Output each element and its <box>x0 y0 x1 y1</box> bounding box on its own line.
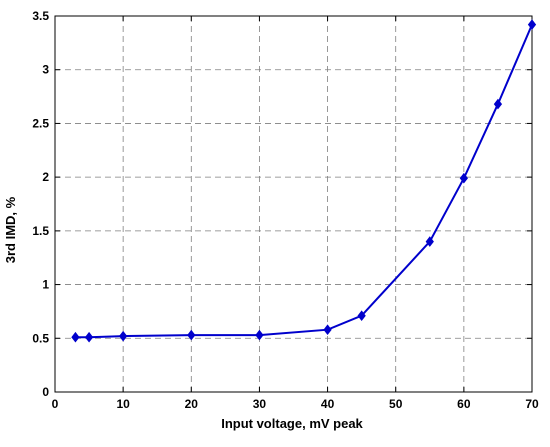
y-tick-label: 3.5 <box>32 9 49 23</box>
y-tick-label: 1 <box>42 278 49 292</box>
x-tick-label: 50 <box>389 397 403 411</box>
y-tick-label: 2.5 <box>32 116 49 130</box>
y-tick-label: 3 <box>42 63 49 77</box>
x-tick-label: 70 <box>525 397 539 411</box>
plot-frame <box>54 15 533 393</box>
x-tick-label: 40 <box>321 397 335 411</box>
data-point-marker <box>425 236 434 247</box>
x-tick-label: 10 <box>116 397 130 411</box>
data-point-marker <box>459 172 468 184</box>
series-layer <box>71 19 537 343</box>
y-tick-label: 0.5 <box>32 331 49 345</box>
x-tick-label: 0 <box>52 397 59 411</box>
data-point-marker <box>71 331 80 343</box>
axis-ticks: 0 10 20 30 40 50 60 70 0 0.5 1 1.5 2 2.5 3 3.5 <box>32 9 539 411</box>
data-point-marker <box>255 329 264 341</box>
y-tick-label: 2 <box>42 170 49 184</box>
y-tick-label: 1.5 <box>32 224 49 238</box>
data-point-marker <box>357 310 366 322</box>
data-point-marker <box>119 330 128 342</box>
data-point-marker <box>493 98 503 110</box>
data-point-marker <box>84 331 94 343</box>
x-axis-label: Input voltage, mV peak <box>221 416 363 431</box>
x-tick-label: 60 <box>457 397 471 411</box>
x-tick-label: 30 <box>253 397 267 411</box>
y-axis-label: 3rd IMD, % <box>3 196 18 263</box>
data-point-marker <box>323 324 332 336</box>
x-tick-label: 20 <box>185 397 199 411</box>
data-point-marker <box>527 19 537 30</box>
y-tick-label: 0 <box>42 385 49 399</box>
data-point-marker <box>187 329 196 341</box>
